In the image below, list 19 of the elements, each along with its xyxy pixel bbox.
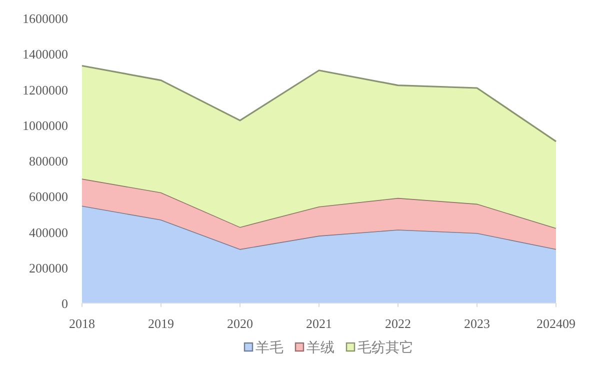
legend-label: 毛纺其它 <box>358 340 414 356</box>
y-tick-label: 200000 <box>29 260 68 276</box>
x-tick-label: 2020 <box>227 316 253 331</box>
x-tick-label: 2019 <box>148 316 174 331</box>
x-tick-label: 2023 <box>464 316 490 331</box>
y-tick-label: 800000 <box>29 154 68 168</box>
legend-label: 羊绒 <box>306 340 334 356</box>
legend-label: 羊毛 <box>256 340 284 356</box>
x-tick-label: 2021 <box>306 316 332 331</box>
y-tick-label: 1000000 <box>22 118 68 133</box>
x-tick-label: 2022 <box>385 316 411 331</box>
y-tick-label: 1600000 <box>22 11 68 26</box>
x-tick-label: 2018 <box>69 316 95 331</box>
y-tick-label: 0 <box>62 296 68 311</box>
x-tick-label: 202409 <box>536 316 576 331</box>
y-tick-label: 600000 <box>29 189 68 204</box>
y-tick-label: 1200000 <box>22 82 68 98</box>
y-tick-label: 400000 <box>29 224 68 240</box>
y-tick-label: 1400000 <box>22 46 68 62</box>
